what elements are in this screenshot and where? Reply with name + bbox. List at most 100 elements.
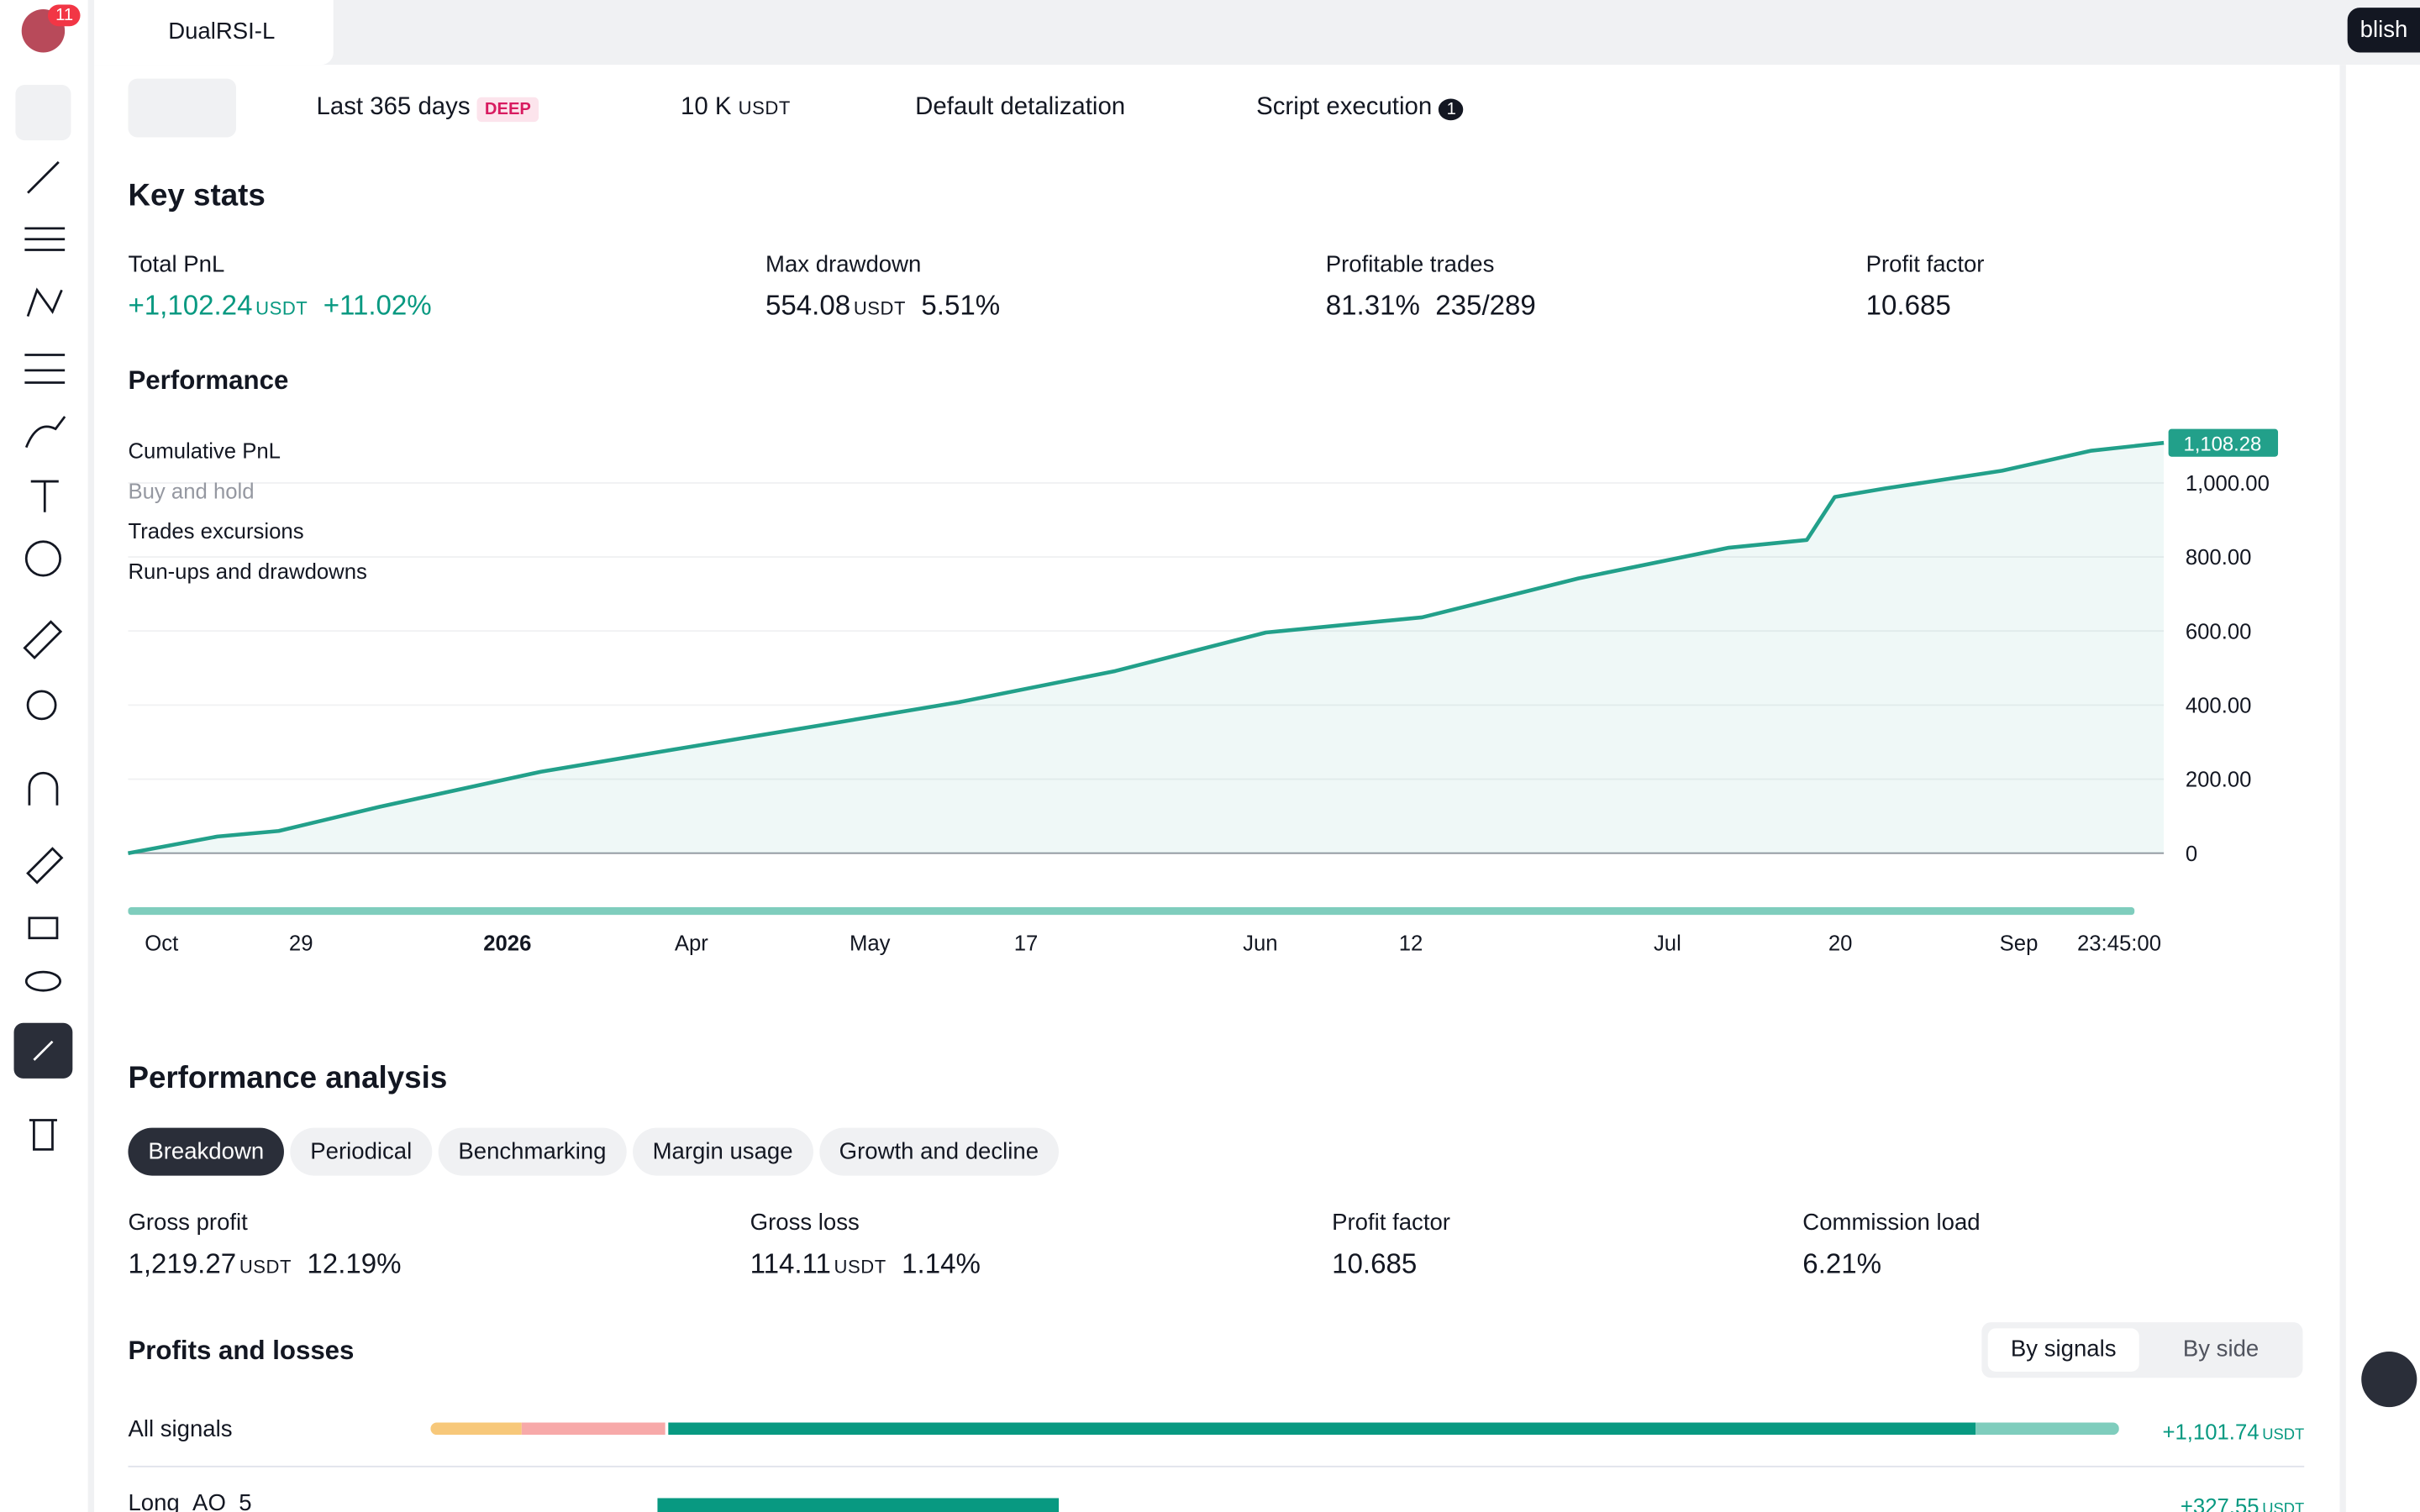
x-tick-label: 2026 bbox=[483, 932, 531, 955]
value: 81.31% bbox=[1325, 290, 1420, 322]
x-tick-label: 29 bbox=[289, 932, 313, 955]
stat-value: 554.08 USDT 5.51% bbox=[765, 290, 1000, 323]
x-tick-label: 20 bbox=[1828, 932, 1853, 955]
bar-segment bbox=[668, 1422, 1976, 1436]
capital-select[interactable]: 10 K USDT bbox=[681, 94, 791, 122]
tab[interactable]: DualRSI-L bbox=[94, 0, 334, 66]
value: +1,102.24 bbox=[128, 290, 253, 322]
stat-label: Profit factor bbox=[1332, 1210, 1450, 1236]
bar-segment bbox=[521, 1422, 666, 1436]
range: Last 365 days bbox=[316, 94, 471, 121]
area bbox=[128, 443, 2165, 853]
y-tick-label: 1,000.00 bbox=[2186, 472, 2270, 496]
execution-select[interactable]: Script execution 1 bbox=[1256, 94, 1465, 122]
unit: USDT bbox=[255, 297, 308, 320]
range-select[interactable]: Last 365 days DEEP bbox=[316, 94, 539, 123]
value: +327.55 bbox=[2180, 1493, 2260, 1512]
x-tick-label: Sep bbox=[2000, 932, 2039, 955]
x-tick-label: Oct bbox=[145, 932, 178, 955]
row-label: Long_AO_5 bbox=[128, 1490, 252, 1512]
toggle[interactable]: By side bbox=[2182, 1336, 2260, 1362]
row-label: All signals bbox=[128, 1416, 233, 1443]
extra: 235/289 bbox=[1435, 290, 1536, 322]
x-tick-label: 17 bbox=[1014, 932, 1039, 955]
execution: Script execution bbox=[1256, 94, 1433, 121]
x-tick-label: May bbox=[850, 932, 891, 955]
price-tag bbox=[2168, 428, 2279, 457]
bar-segment bbox=[430, 1422, 522, 1436]
tab[interactable]: Breakdown bbox=[128, 1127, 285, 1176]
stat-label: Total PnL bbox=[128, 251, 225, 278]
stat-value: 10.685 bbox=[1866, 290, 1951, 323]
unit: USDT bbox=[2262, 1426, 2305, 1445]
extra: 5.51% bbox=[921, 290, 1001, 322]
unit: USDT bbox=[834, 1256, 886, 1278]
trade-strip bbox=[128, 907, 2135, 916]
unit: USDT bbox=[2262, 1501, 2305, 1512]
extra: +11.02% bbox=[323, 290, 432, 322]
stat-label: Profit factor bbox=[1865, 251, 1985, 278]
tab[interactable]: Growth and decline bbox=[818, 1127, 1059, 1176]
stat-label: Gross loss bbox=[750, 1210, 860, 1236]
stat-value: 1,219.27 USDT 12.19% bbox=[128, 1248, 401, 1281]
tab[interactable]: Benchmarking bbox=[438, 1127, 627, 1176]
apps-button[interactable] bbox=[2361, 1351, 2417, 1408]
toggle[interactable]: By signals bbox=[1987, 1328, 2139, 1372]
pnl-bar bbox=[657, 1498, 1060, 1512]
legend-item[interactable]: Buy and hold bbox=[128, 478, 255, 503]
notification-badge: 11 bbox=[47, 4, 82, 27]
x-tick-label: 23:45:00 bbox=[2077, 932, 2161, 955]
tab-bar: DualRSI-L blish bbox=[94, 0, 2420, 66]
stat-label: Commission load bbox=[1802, 1210, 1981, 1236]
range-badge: DEEP bbox=[476, 97, 539, 123]
y-tick-label: 600.00 bbox=[2186, 620, 2252, 643]
price-tag-label: 1,108.28 bbox=[2183, 433, 2261, 455]
value: 6.21% bbox=[1802, 1247, 1882, 1279]
value: 10.685 bbox=[1332, 1247, 1418, 1279]
unit: USDT bbox=[853, 297, 907, 320]
stat-label: Profitable trades bbox=[1325, 251, 1495, 278]
stat-value: +1,102.24 USDT +11.02% bbox=[128, 290, 431, 323]
extra: 1.14% bbox=[902, 1247, 981, 1279]
detalization-select[interactable]: Default detalization bbox=[915, 94, 1126, 121]
legend-item[interactable]: Cumulative PnL bbox=[128, 438, 281, 464]
pnl-bar bbox=[430, 1422, 2119, 1436]
extra: 12.19% bbox=[307, 1247, 402, 1279]
tab-title: DualRSI-L bbox=[168, 18, 276, 45]
unit: USDT bbox=[239, 1256, 292, 1278]
stat-value: 114.11 USDT 1.14% bbox=[750, 1248, 981, 1281]
row-value: +1,101.74 USDT bbox=[2162, 1420, 2304, 1444]
x-tick-label: Jun bbox=[1243, 932, 1277, 955]
section-title: Performance bbox=[128, 365, 289, 396]
stat-value: 6.21% bbox=[1802, 1248, 1881, 1281]
view-toggle[interactable] bbox=[128, 78, 237, 138]
publish-button[interactable]: blish bbox=[2347, 8, 2420, 53]
crosshair-tool[interactable] bbox=[15, 85, 71, 141]
line bbox=[128, 440, 2165, 855]
stat-label: Max drawdown bbox=[765, 251, 922, 278]
x-tick-label: Apr bbox=[675, 932, 708, 955]
capital-unit: USDT bbox=[738, 97, 791, 119]
tab[interactable]: Margin usage bbox=[632, 1127, 813, 1176]
stat-label: Gross profit bbox=[128, 1210, 248, 1236]
section-title: Key stats bbox=[128, 179, 266, 213]
left-toolbar: 11 bbox=[0, 0, 95, 1512]
value: 10.685 bbox=[1865, 290, 1951, 322]
y-tick-label: 0 bbox=[2186, 843, 2197, 866]
legend-item[interactable]: Trades excursions bbox=[128, 518, 304, 543]
legend-item[interactable]: Run-ups and drawdowns bbox=[128, 558, 367, 584]
x-tick-label: Jul bbox=[1654, 932, 1681, 955]
toggle-group: By signals By side bbox=[1981, 1322, 2303, 1378]
y-tick-label: 400.00 bbox=[2186, 695, 2252, 718]
section-title: Performance analysis bbox=[128, 1061, 448, 1096]
tool-icons bbox=[13, 160, 73, 1151]
stat-value: 10.685 bbox=[1332, 1248, 1417, 1281]
row-value: +327.55 USDT bbox=[2181, 1494, 2304, 1512]
divider bbox=[128, 1465, 2305, 1467]
y-tick-label: 200.00 bbox=[2186, 769, 2252, 792]
tab[interactable]: Periodical bbox=[290, 1127, 433, 1176]
section-title: Profits and losses bbox=[128, 1336, 355, 1366]
bar-segment bbox=[1975, 1422, 2119, 1436]
chart: 0 200.00 400.00 600.00 800.00 1,000.00 Oct 29 20… bbox=[128, 428, 2279, 955]
